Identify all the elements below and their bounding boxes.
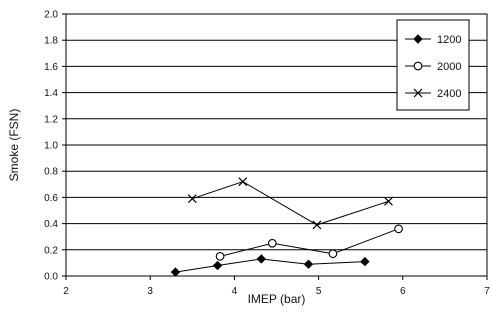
data-point-1200 — [360, 256, 370, 267]
legend-marker-2400 — [413, 88, 423, 98]
series-1200 — [170, 254, 370, 277]
y-tick-label: 0.2 — [44, 245, 58, 256]
series-2000 — [215, 224, 403, 261]
data-point-2400 — [238, 177, 248, 187]
y-tick-label: 1.2 — [44, 114, 58, 125]
legend-label-2400: 2400 — [437, 88, 461, 100]
legend-label-1200: 1200 — [437, 34, 461, 46]
legend: 1200 2000 2400 — [396, 19, 470, 111]
legend-marker-1200 — [413, 34, 423, 44]
y-tick-label: 1.6 — [44, 62, 58, 73]
legend-label-2000: 2000 — [437, 61, 461, 73]
data-point-2000 — [394, 224, 403, 234]
y-axis-title: Smoke (FSN) — [7, 109, 21, 182]
x-tick-label: 7 — [484, 286, 490, 297]
data-point-2000 — [215, 252, 225, 261]
series-line-2000 — [219, 228, 399, 257]
y-tick-label: 0.8 — [44, 167, 58, 178]
legend-marker-2000 — [413, 61, 423, 71]
data-point-2400 — [384, 196, 393, 206]
x-tick-label: 6 — [400, 286, 406, 297]
axes: 0.0 0.2 0.4 0.6 0.8 1.0 1.2 1.4 1.6 1.8 2.0 2 3 4 5 6 7 — [44, 10, 490, 298]
data-point-1200 — [212, 260, 223, 271]
x-tick-label: 5 — [316, 286, 322, 297]
legend-box — [396, 19, 470, 111]
data-point-2400 — [312, 220, 322, 230]
data-point-1200 — [303, 259, 314, 269]
series-line-1200 — [175, 258, 365, 273]
gridlines — [66, 39, 487, 251]
x-tick-label: 3 — [147, 286, 153, 297]
y-tick-label: 0.6 — [44, 193, 58, 204]
y-tick-label: 0.4 — [44, 219, 58, 230]
data-point-1200 — [170, 267, 181, 277]
y-tick-label: 1.8 — [44, 36, 58, 47]
series-2400 — [187, 177, 393, 230]
data-point-2000 — [267, 238, 277, 248]
x-tick-label: 4 — [232, 286, 238, 297]
x-tick-label: 2 — [63, 286, 69, 297]
data-point-1200 — [256, 254, 267, 264]
y-tick-label: 1.0 — [44, 141, 58, 152]
y-tick-label: 2.0 — [44, 10, 58, 21]
series-line-2400 — [192, 181, 389, 226]
y-tick-label: 0.0 — [44, 272, 58, 283]
data-point-2400 — [187, 194, 197, 204]
y-tick-label: 1.4 — [44, 88, 58, 99]
x-axis-title: IMEP (bar) — [248, 292, 306, 306]
data-series — [170, 177, 403, 277]
data-point-2000 — [328, 249, 338, 259]
